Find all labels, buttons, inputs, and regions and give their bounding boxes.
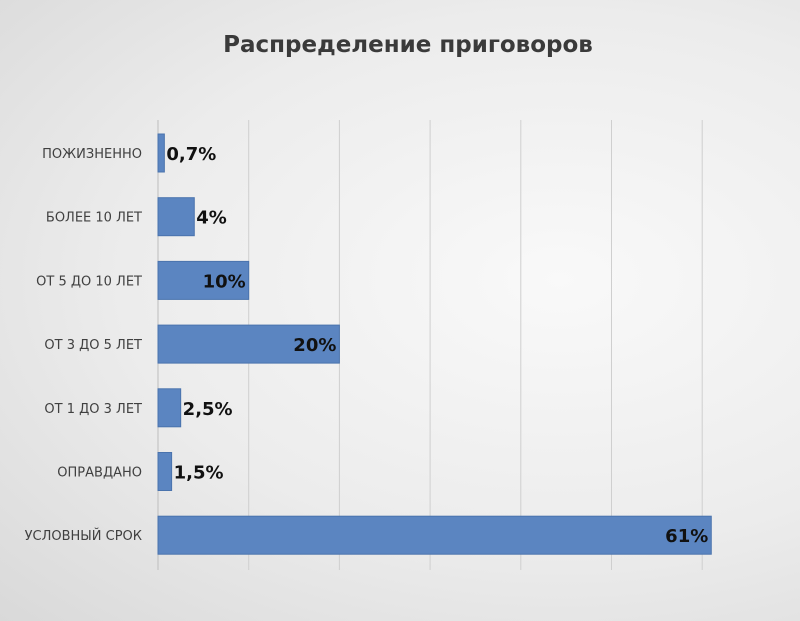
- data-label: 10%: [203, 271, 246, 292]
- bar: [157, 515, 712, 555]
- data-label: 2,5%: [183, 399, 233, 420]
- category-label: ОТ 1 ДО 3 ЛЕТ: [44, 402, 142, 417]
- bar: [157, 388, 182, 428]
- category-labels: ПОЖИЗНЕННО БОЛЕЕ 10 ЛЕТ ОТ 5 ДО 10 ЛЕТ ОТ 3…: [25, 147, 142, 544]
- bar: [157, 324, 340, 364]
- chart-title: Распределение приговоров: [223, 32, 593, 58]
- data-labels: 0,7% 4% 10% 20% 2,5% 1,5% 61%: [166, 144, 708, 547]
- data-label: 1,5%: [174, 463, 224, 484]
- bar: [157, 452, 173, 491]
- bar: [157, 197, 195, 237]
- category-label: УСЛОВНЫЙ СРОК: [25, 528, 142, 544]
- category-label: ОТ 3 ДО 5 ЛЕТ: [44, 338, 142, 353]
- data-label: 4%: [196, 208, 227, 229]
- category-label: ОПРАВДАНО: [57, 466, 142, 481]
- bar: [157, 133, 165, 173]
- data-label: 61%: [665, 526, 708, 547]
- data-label: 20%: [293, 335, 336, 356]
- bar: [157, 260, 250, 300]
- category-label: БОЛЕЕ 10 ЛЕТ: [46, 211, 142, 226]
- bars: [157, 133, 712, 555]
- category-label: ОТ 5 ДО 10 ЛЕТ: [36, 274, 142, 289]
- category-label: ПОЖИЗНЕННО: [42, 147, 142, 162]
- data-label: 0,7%: [166, 144, 216, 165]
